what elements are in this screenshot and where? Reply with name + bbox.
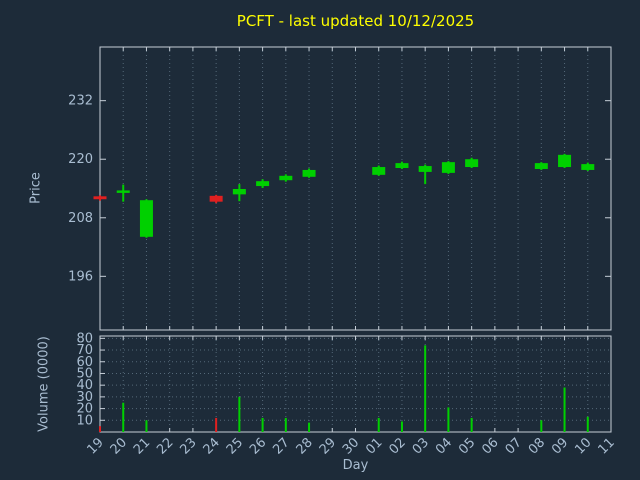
volume-tick-label: 10 [76,413,93,428]
candle-body [256,181,270,187]
candle-body [558,154,572,168]
day-tick-label: 03 [410,435,432,457]
chart-title: PCFT - last updated 10/12/2025 [236,12,475,30]
volume-bar [99,426,101,432]
day-tick-label: 28 [294,435,316,457]
candle-body [418,166,432,172]
candle-body [116,190,130,193]
day-tick-label: 10 [572,435,594,457]
candle-body [372,167,386,175]
day-tick-label: 24 [201,435,223,457]
day-tick-label: 21 [131,435,153,457]
day-tick-label: 02 [386,435,408,457]
volume-bar [238,396,241,432]
day-axis-label: Day [342,458,369,473]
volume-bar [586,416,589,432]
volume-tick-label: 30 [76,390,93,405]
day-tick-label: 06 [479,435,501,457]
day-tick-label: 27 [270,435,292,457]
day-tick-label: 05 [456,435,478,457]
candle-body [395,163,409,169]
day-tick-label: 04 [433,435,455,457]
volume-tick-label: 80 [76,331,93,346]
volume-bar [215,417,218,432]
volume-bar [261,417,264,432]
day-tick-label: 20 [108,435,130,457]
candle-body [279,175,293,181]
volume-axis-label: Volume (0000) [36,336,52,432]
candle-body [534,163,548,169]
volume-bar [145,420,148,432]
day-tick-label: 26 [247,435,269,457]
candle-body [232,188,246,195]
candle-body [139,200,153,237]
volume-bar [284,417,287,432]
day-tick-label: 07 [503,435,525,457]
candle-body [441,162,455,173]
volume-tick-label: 20 [76,402,93,417]
candle-body [209,195,223,202]
day-tick-label: 08 [526,435,548,457]
volume-bar [447,407,450,432]
volume-tick-label: 50 [76,366,93,381]
candle-body [465,159,479,168]
day-tick-label: 01 [363,435,385,457]
day-tick-label: 19 [85,435,107,457]
volume-tick-label: 40 [76,378,93,393]
volume-bar [563,387,566,432]
volume-tick-label: 60 [76,355,93,370]
price-tick-label: 220 [68,152,93,167]
volume-bar [122,402,125,432]
volume-tick-label: 70 [76,343,93,358]
volume-bar [400,421,403,432]
day-tick-label: 23 [177,435,199,457]
price-tick-label: 232 [68,94,93,109]
volume-bar [377,417,380,432]
day-tick-label: 09 [549,435,571,457]
volume-bar [308,422,311,432]
candle-body [581,164,595,170]
day-tick-label: 11 [596,435,618,457]
price-axis-label: Price [28,172,44,204]
candle-body [302,169,316,177]
day-tick-label: 25 [224,435,246,457]
day-tick-label: 30 [340,435,362,457]
volume-bar [424,345,427,432]
price-tick-label: 196 [68,269,93,284]
price-tick-label: 208 [68,211,93,226]
day-tick-label: 22 [154,435,176,457]
volume-bar [540,420,543,432]
day-tick-label: 29 [317,435,339,457]
volume-bar [470,417,473,432]
candle-body [93,196,107,200]
